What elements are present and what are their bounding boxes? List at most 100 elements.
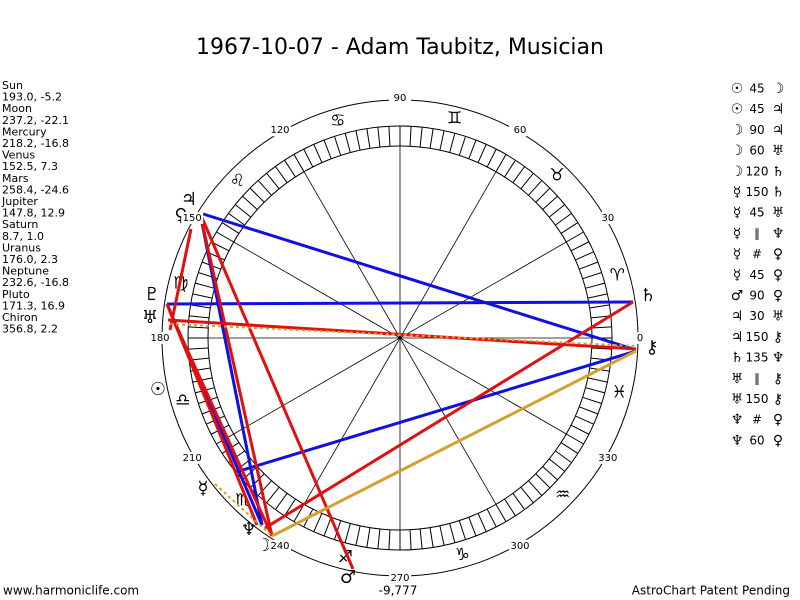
hatch [429, 527, 434, 548]
aspect-line [199, 211, 637, 352]
aspect-glyph-b: ♀ [773, 433, 783, 449]
hatch [274, 166, 288, 183]
label-bg [509, 124, 531, 137]
aspect-glyph-a: ♆ [731, 433, 744, 449]
aspect-glyph-b: ♄ [772, 164, 785, 180]
hatch [257, 480, 272, 496]
hatch [589, 304, 610, 309]
aspect-line [168, 228, 193, 331]
hatch [566, 231, 584, 243]
hatch [284, 159, 296, 178]
aspect-glyph-b: ♅ [772, 309, 785, 325]
hatch [334, 136, 342, 156]
aspect-line [271, 349, 637, 538]
aspect-angle: 60 [749, 433, 764, 447]
aspect-glyph-b: ♄ [772, 185, 785, 201]
aspect-angle: 45 [749, 268, 764, 282]
planet-name: Sun [2, 79, 23, 92]
aspect-glyph-a: ☉ [731, 81, 744, 97]
planet-name: Chiron [2, 311, 38, 324]
aspect-glyph-b: ☽ [772, 81, 785, 97]
hatch [468, 139, 477, 159]
aspect-glyph-a: ☿ [733, 226, 742, 242]
footer-left: www.harmoniclife.com [3, 584, 139, 598]
sign-glyph: ♌ [230, 171, 245, 191]
aspect-angle: 30 [749, 309, 764, 323]
hatch [458, 520, 466, 540]
hatch [570, 424, 590, 435]
hatch [293, 504, 305, 522]
aspect-glyph-b: ♃ [772, 122, 785, 138]
degree-label: 30 [601, 213, 614, 224]
hatch [228, 212, 245, 226]
sign-glyph: ♒ [555, 485, 570, 505]
label-bg [509, 539, 531, 552]
planet-glyph: ♄ [640, 285, 656, 306]
hatch [548, 458, 566, 472]
aspect-angle: 150 [746, 392, 769, 406]
planet-name: Mercury [2, 125, 47, 138]
degree-label: 90 [394, 93, 407, 104]
aspect-line [167, 318, 637, 351]
degree-label: 150 [183, 213, 202, 224]
aspect-glyph-a: ♅ [731, 371, 744, 387]
planet-name: Saturn [2, 218, 38, 231]
aspect-glyph-a: ☿ [733, 267, 742, 283]
aspect-line [166, 300, 634, 306]
label-bg [596, 212, 619, 224]
aspect-glyph-b: ♅ [772, 205, 785, 221]
hatch [284, 498, 296, 517]
planet-glyph: ♆ [241, 519, 257, 540]
aspect-line [264, 300, 634, 530]
hatch [429, 128, 434, 149]
bottom-value: -9,777 [379, 584, 418, 598]
hatch [323, 139, 332, 159]
hatch [449, 133, 456, 153]
aspect-glyph-b: ⚷ [773, 392, 783, 408]
sign-glyph: ♋ [330, 111, 345, 131]
hatch [582, 396, 602, 404]
aspect-angle: ∥ [754, 226, 760, 240]
aspect-angle: 120 [746, 164, 769, 178]
planet-position: 237.2, -22.1 [2, 114, 69, 127]
sign-glyph: ♎ [175, 390, 190, 410]
hatch [257, 180, 272, 196]
aspect-list: ☉ 45 ☽☉ 45 ♃☽ 90 ♃☽ 60 ♅☽ 120 ♄☿ 150 ♄☿ 45 ♅☿ ∥ ♆☿ # ♀☿ 45 ♀… [731, 81, 785, 449]
planet-position: 176.0, 2.3 [2, 253, 58, 266]
aspect-angle: 90 [749, 123, 764, 137]
hatch [388, 529, 391, 550]
hatch [512, 166, 526, 183]
aspect-glyph-a: ☽ [731, 143, 744, 159]
aspect-glyph-b: ♀ [773, 267, 783, 283]
planet-position: 152.5, 7.3 [2, 160, 58, 173]
hatch [535, 473, 551, 489]
hatch [458, 136, 466, 156]
aspect-glyph-a: ♆ [731, 412, 744, 428]
planet-position: 193.0, -5.2 [2, 91, 62, 104]
hatch [528, 480, 543, 496]
aspect-glyph-a: ☿ [733, 185, 742, 201]
hatch [585, 282, 605, 289]
aspect-glyph-b: ♅ [772, 143, 785, 159]
aspect-angle: # [752, 247, 762, 261]
hatch [486, 148, 497, 168]
hatch [449, 523, 456, 543]
degree-label: 0 [637, 333, 643, 344]
label-bg [149, 332, 171, 344]
aspect-glyph-b: ♀ [773, 412, 783, 428]
label-bg [269, 539, 291, 552]
hatch [566, 433, 584, 445]
planet-glyph: ☉ [150, 379, 166, 400]
label-bg [181, 452, 204, 464]
aspect-glyph-b: ♀ [773, 288, 783, 304]
aspect-line [198, 212, 355, 570]
hatch [188, 347, 209, 350]
hatch [535, 187, 551, 203]
aspect-glyph-a: ♅ [731, 392, 744, 408]
aspect-line [214, 483, 273, 537]
aspect-angle: 90 [749, 289, 764, 303]
hatch [221, 222, 240, 234]
hatch [591, 326, 612, 329]
footer-right: AstroChart Patent Pending [632, 584, 790, 598]
planet-name: Mars [2, 172, 29, 185]
